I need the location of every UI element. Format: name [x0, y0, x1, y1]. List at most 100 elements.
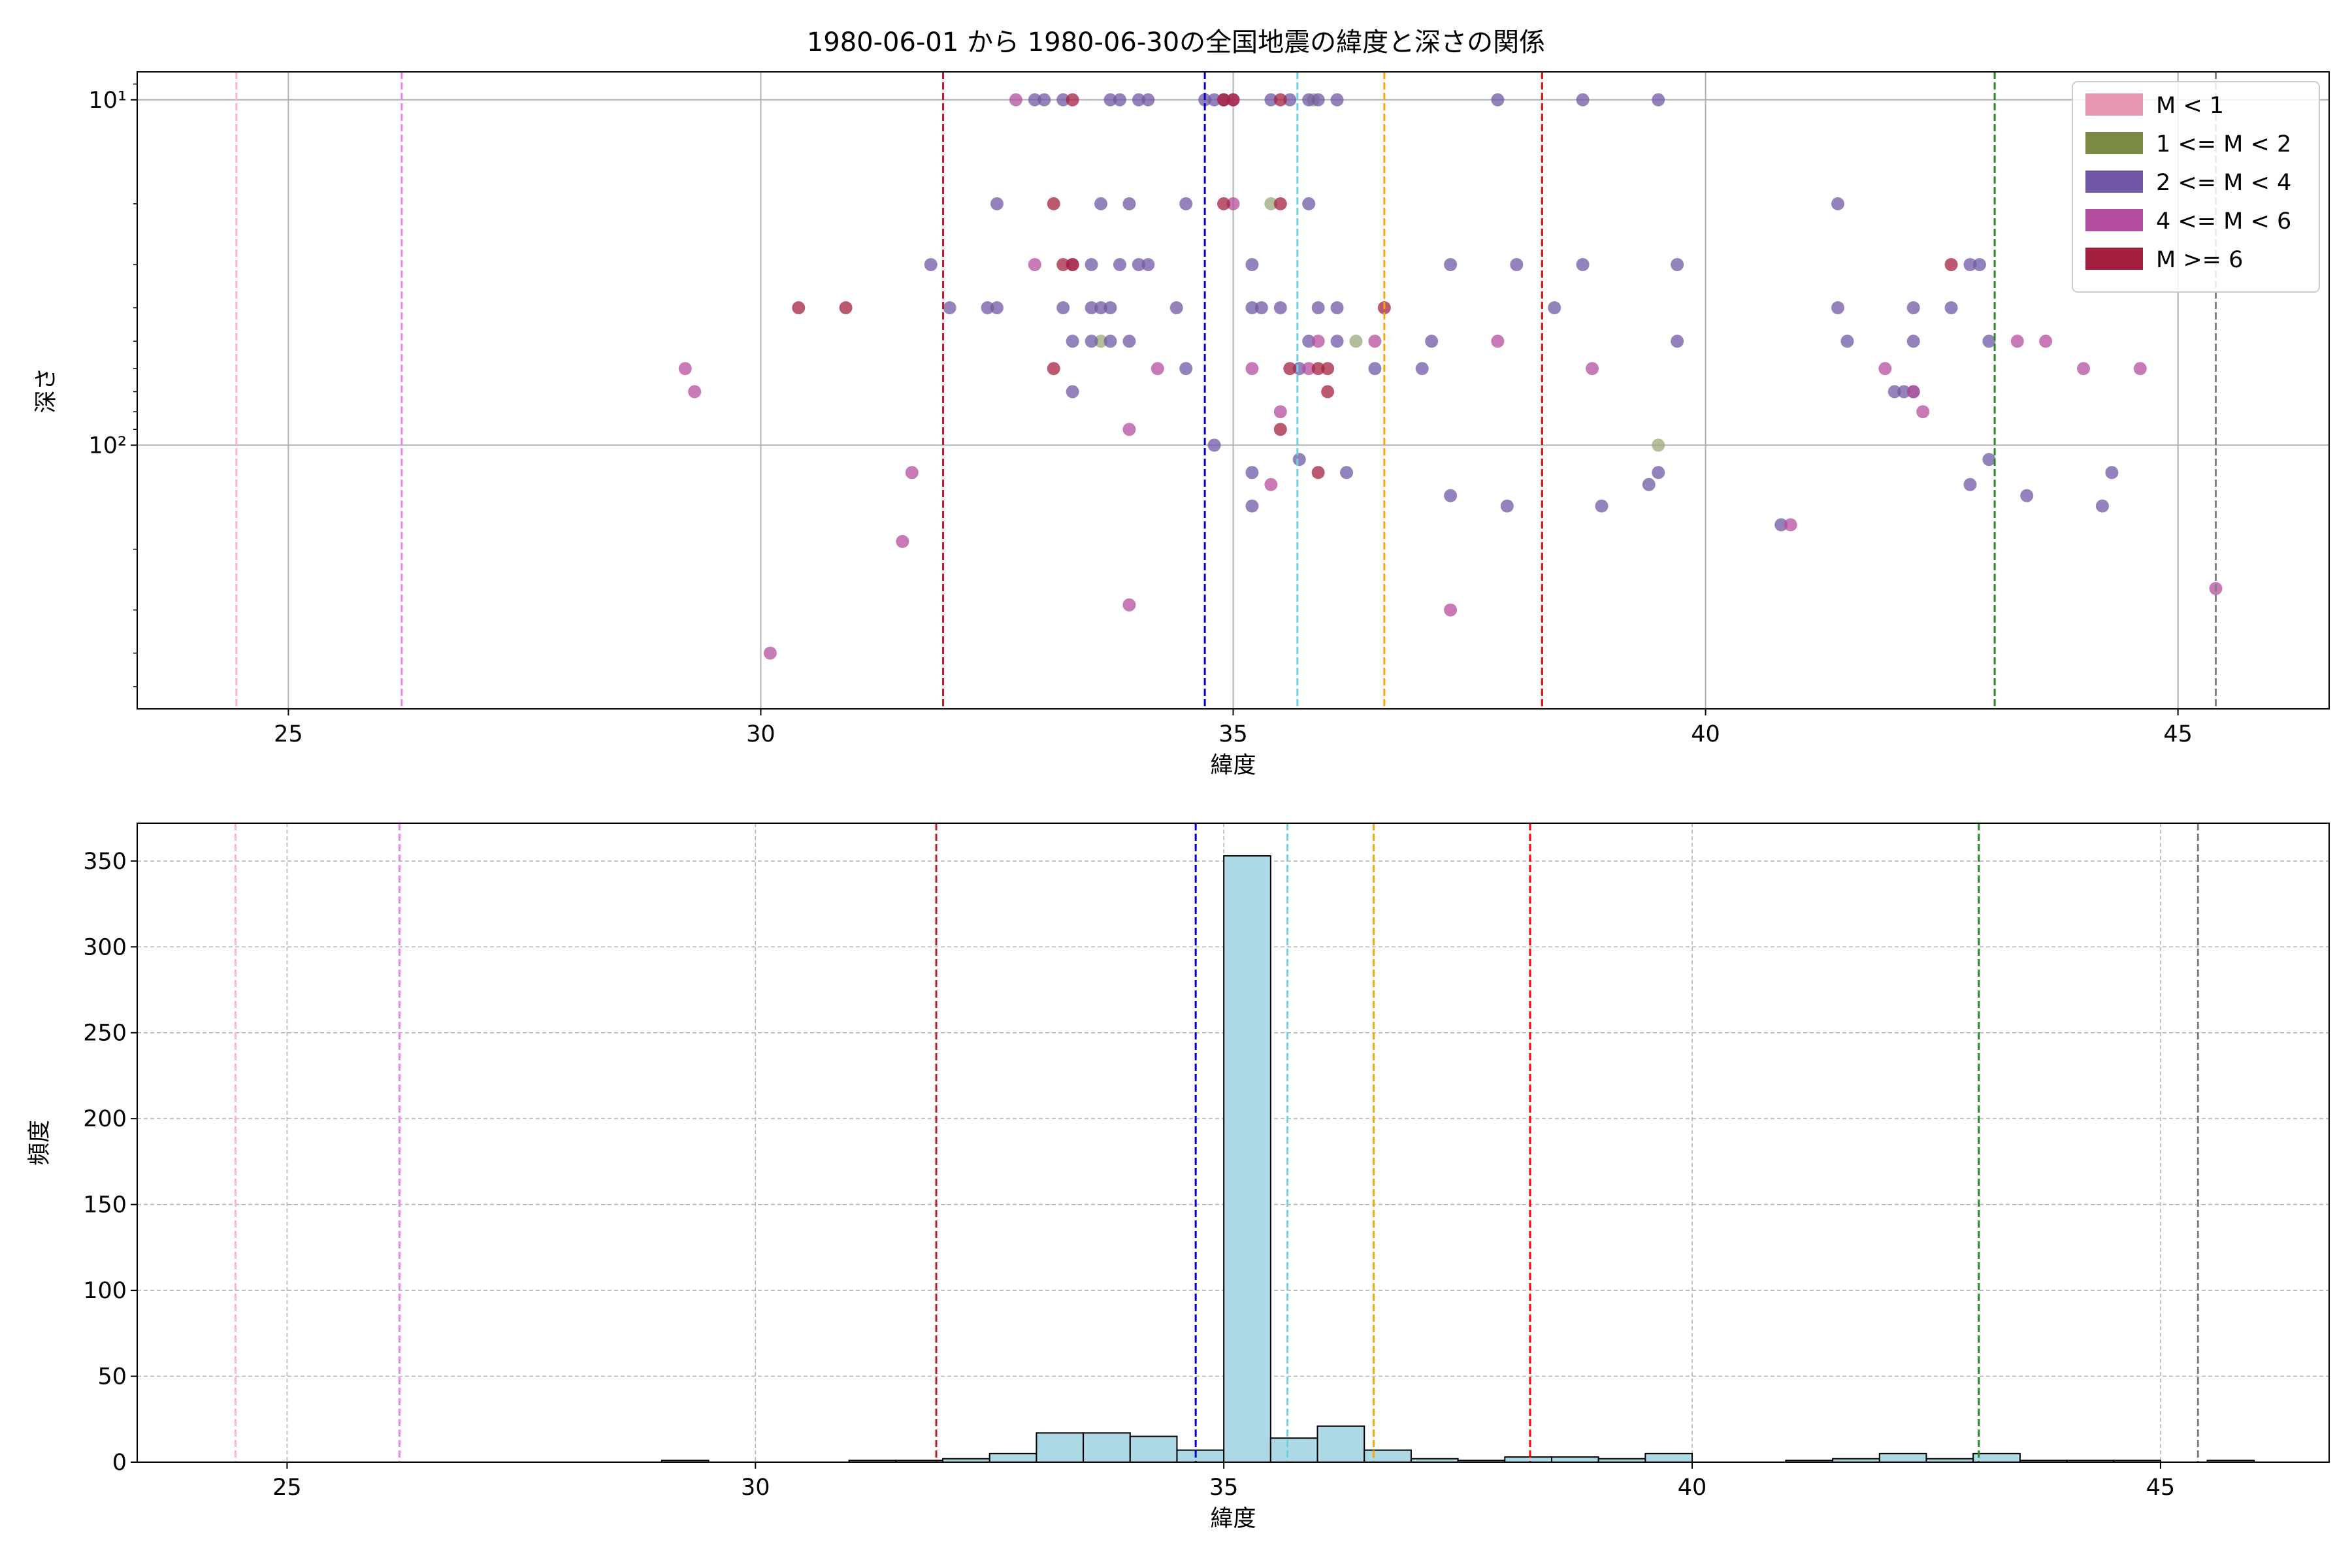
scatter-point [1085, 335, 1098, 348]
scatter-point [1878, 362, 1892, 376]
histogram-panel: 25 30 35 40 45 0 50 100 150 200 250 300 350 緯度 頻度 [27, 823, 2330, 1532]
scatter-point [1302, 93, 1316, 106]
histogram-reference-lines [235, 823, 2199, 1462]
scatter-point [990, 197, 1004, 210]
scatter-point [1330, 301, 1344, 315]
scatter-point [1264, 93, 1278, 106]
scatter-point [1113, 93, 1126, 106]
scatter-point [1066, 258, 1079, 272]
scatter-point [792, 301, 806, 315]
scatter-points [678, 93, 2223, 660]
histogram-bar [1176, 1449, 1225, 1463]
scatter-point [1671, 335, 1684, 348]
scatter-point [1245, 258, 1259, 272]
histogram-bar [1550, 1456, 1599, 1463]
scatter-point [1972, 258, 1986, 272]
scatter-point [1491, 335, 1505, 348]
figure-title: 1980-06-01 から 1980-06-30の全国地震の緯度と深さの関係 [807, 27, 1545, 57]
scatter-point [1179, 362, 1193, 376]
histogram-bar [1223, 855, 1271, 1463]
scatter-point [1273, 405, 1287, 419]
scatter-point [678, 362, 692, 376]
histogram-y-tick-label: 0 [112, 1450, 127, 1476]
scatter-point [1132, 93, 1145, 106]
histogram-bar [1083, 1432, 1131, 1463]
histogram-ticks: 25 30 35 40 45 0 50 100 150 200 250 300 350 [83, 849, 2175, 1501]
scatter-point [1226, 197, 1240, 210]
scatter-point [1944, 258, 1958, 272]
scatter-point [1094, 335, 1108, 348]
scatter-point [1132, 258, 1145, 272]
scatter-point [1037, 93, 1051, 106]
histogram-x-axis-label: 緯度 [1210, 1506, 1256, 1532]
scatter-point [1056, 258, 1070, 272]
legend-label: 2 <= M < 4 [2156, 170, 2291, 196]
scatter-point [1169, 301, 1183, 315]
scatter-point [1273, 301, 1287, 315]
scatter-point [1595, 499, 1609, 513]
histogram-y-tick-label: 350 [83, 849, 127, 875]
scatter-point [1944, 301, 1958, 315]
scatter-point [763, 646, 777, 660]
scatter-point [905, 466, 919, 480]
histogram-x-tick-label: 40 [1678, 1475, 1707, 1501]
scatter-point [1283, 93, 1297, 106]
scatter-point [1444, 258, 1458, 272]
scatter-point [1652, 93, 1665, 106]
histogram-y-tick-label: 200 [83, 1106, 127, 1132]
scatter-point [1066, 385, 1079, 399]
scatter-legend: M < 1 1 <= M < 2 2 <= M < 4 4 <= M < 6 M >= … [2072, 81, 2320, 293]
legend-swatch [2085, 209, 2143, 231]
scatter-point [2077, 362, 2091, 376]
scatter-point [1217, 93, 1231, 106]
scatter-point [1586, 362, 1599, 376]
scatter-point [1141, 258, 1155, 272]
legend-label: 1 <= M < 2 [2156, 131, 2291, 157]
scatter-point [1321, 362, 1335, 376]
scatter-point [1283, 362, 1297, 376]
histogram-y-tick-label: 50 [97, 1364, 127, 1390]
histogram-x-tick-label: 25 [272, 1475, 302, 1501]
scatter-y-tick-label: 10¹ [88, 88, 127, 114]
scatter-x-tick-label: 45 [2163, 721, 2193, 747]
scatter-point [981, 301, 994, 315]
scatter-point [1245, 466, 1259, 480]
scatter-point [1576, 258, 1590, 272]
scatter-point [1887, 385, 1901, 399]
scatter-point [1425, 335, 1439, 348]
scatter-point [1982, 453, 1996, 466]
scatter-point [1245, 499, 1259, 513]
scatter-point [1311, 466, 1325, 480]
scatter-point [1415, 362, 1429, 376]
histogram-x-tick-label: 45 [2146, 1475, 2176, 1501]
legend-label: 4 <= M < 6 [2156, 208, 2291, 235]
scatter-point [1311, 93, 1325, 106]
scatter-point [1122, 335, 1136, 348]
scatter-point [1311, 301, 1325, 315]
scatter-point [1982, 335, 1996, 348]
histogram-bar [1364, 1449, 1412, 1463]
histogram-y-tick-label: 250 [83, 1021, 127, 1047]
scatter-y-tick-label: 10² [88, 433, 127, 459]
histogram-x-tick-label: 30 [741, 1475, 770, 1501]
scatter-point [1094, 197, 1108, 210]
scatter-point [1652, 438, 1665, 452]
scatter-point [1141, 93, 1155, 106]
scatter-point [1784, 518, 1797, 532]
scatter-x-tick-label: 35 [1218, 721, 1248, 747]
scatter-point [1273, 423, 1287, 436]
scatter-point [1292, 453, 1306, 466]
legend-swatch [2085, 132, 2143, 154]
scatter-point [1774, 518, 1788, 532]
scatter-point [1444, 489, 1458, 502]
scatter-point [1906, 301, 1920, 315]
scatter-point [1302, 197, 1316, 210]
scatter-point [1122, 423, 1136, 436]
scatter-point [1028, 258, 1041, 272]
scatter-point [1066, 335, 1079, 348]
histogram-bar [1129, 1435, 1178, 1463]
scatter-point [1056, 301, 1070, 315]
histogram-bars [661, 855, 2255, 1463]
scatter-point [1179, 197, 1193, 210]
scatter-point [2105, 466, 2119, 480]
